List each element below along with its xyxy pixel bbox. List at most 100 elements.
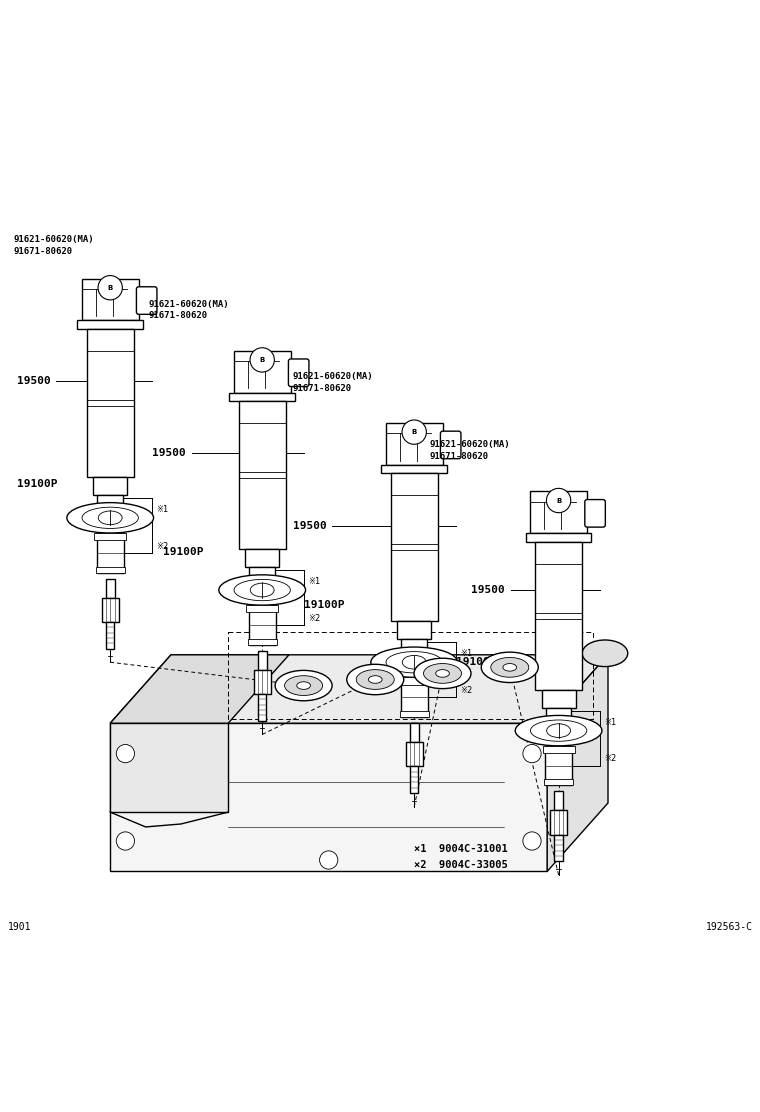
Ellipse shape bbox=[435, 669, 449, 677]
Bar bbox=[106, 578, 115, 597]
Bar bbox=[249, 567, 275, 579]
Circle shape bbox=[402, 420, 426, 445]
Bar bbox=[87, 329, 134, 477]
Polygon shape bbox=[110, 655, 289, 723]
Polygon shape bbox=[110, 723, 547, 872]
Ellipse shape bbox=[296, 682, 310, 689]
Text: 19100P: 19100P bbox=[456, 657, 496, 667]
Text: 19500: 19500 bbox=[17, 376, 50, 386]
Bar bbox=[544, 780, 573, 785]
Bar bbox=[545, 746, 572, 785]
Bar bbox=[230, 393, 295, 401]
Circle shape bbox=[523, 832, 541, 850]
Ellipse shape bbox=[67, 503, 154, 533]
Ellipse shape bbox=[414, 658, 471, 688]
Text: ※1: ※1 bbox=[156, 505, 168, 514]
Ellipse shape bbox=[356, 669, 394, 689]
Text: 19100P: 19100P bbox=[163, 547, 204, 557]
Ellipse shape bbox=[219, 575, 306, 605]
Bar bbox=[249, 605, 276, 645]
Bar bbox=[391, 474, 438, 622]
Text: B: B bbox=[412, 429, 416, 435]
Text: ※1: ※1 bbox=[460, 649, 472, 658]
Circle shape bbox=[319, 851, 337, 870]
Bar bbox=[546, 707, 572, 719]
Polygon shape bbox=[110, 723, 228, 812]
FancyBboxPatch shape bbox=[441, 431, 461, 459]
Ellipse shape bbox=[515, 715, 602, 746]
Text: ※1: ※1 bbox=[604, 718, 616, 727]
Bar bbox=[78, 320, 143, 329]
Text: 91621-60620(MA)
91671-80620: 91621-60620(MA) 91671-80620 bbox=[293, 371, 373, 393]
Ellipse shape bbox=[402, 655, 426, 669]
Text: ※2: ※2 bbox=[604, 754, 616, 763]
Text: ※2: ※2 bbox=[460, 686, 472, 695]
Ellipse shape bbox=[284, 676, 322, 695]
Ellipse shape bbox=[234, 579, 290, 600]
Ellipse shape bbox=[369, 676, 382, 683]
Bar bbox=[543, 746, 575, 753]
FancyBboxPatch shape bbox=[289, 359, 309, 387]
Text: ×1  9004C-31001: ×1 9004C-31001 bbox=[414, 844, 508, 854]
Text: 19100P: 19100P bbox=[17, 479, 57, 489]
Text: 91621-60620(MA)
91671-80620: 91621-60620(MA) 91671-80620 bbox=[148, 299, 229, 320]
Circle shape bbox=[98, 276, 122, 300]
Bar bbox=[97, 495, 123, 507]
Text: B: B bbox=[108, 285, 112, 290]
Bar bbox=[248, 638, 277, 645]
Ellipse shape bbox=[546, 724, 571, 737]
Circle shape bbox=[546, 488, 571, 513]
Bar bbox=[96, 567, 125, 573]
Circle shape bbox=[523, 744, 541, 763]
FancyBboxPatch shape bbox=[137, 287, 157, 315]
Ellipse shape bbox=[347, 664, 404, 695]
Text: ※2: ※2 bbox=[156, 542, 168, 550]
Text: B: B bbox=[556, 497, 561, 504]
Polygon shape bbox=[547, 655, 608, 872]
Bar bbox=[258, 694, 267, 721]
Text: 192563-C: 192563-C bbox=[705, 922, 752, 932]
Text: 1901: 1901 bbox=[8, 922, 31, 932]
Bar bbox=[400, 711, 429, 717]
Bar bbox=[254, 669, 271, 694]
Bar bbox=[258, 651, 267, 669]
Text: 19500: 19500 bbox=[471, 585, 505, 595]
Ellipse shape bbox=[503, 664, 517, 672]
Bar bbox=[554, 835, 563, 862]
Bar bbox=[234, 350, 290, 393]
Bar bbox=[106, 622, 115, 648]
Bar bbox=[382, 465, 447, 474]
Bar bbox=[97, 533, 124, 573]
Polygon shape bbox=[110, 655, 608, 723]
Ellipse shape bbox=[582, 641, 628, 666]
Ellipse shape bbox=[481, 652, 538, 683]
Bar bbox=[550, 811, 567, 835]
Bar bbox=[239, 401, 286, 549]
Bar bbox=[398, 677, 430, 685]
Circle shape bbox=[250, 348, 274, 373]
Ellipse shape bbox=[250, 583, 274, 597]
Bar bbox=[554, 792, 563, 811]
Bar bbox=[410, 723, 419, 742]
Bar bbox=[102, 597, 119, 622]
Ellipse shape bbox=[386, 652, 442, 673]
Ellipse shape bbox=[491, 657, 529, 677]
Bar bbox=[406, 742, 423, 766]
Bar bbox=[386, 423, 442, 465]
FancyBboxPatch shape bbox=[584, 499, 605, 527]
Text: ※1: ※1 bbox=[308, 577, 320, 586]
Text: 19500: 19500 bbox=[152, 448, 185, 458]
Circle shape bbox=[116, 744, 135, 763]
Bar bbox=[401, 639, 427, 652]
Ellipse shape bbox=[82, 507, 138, 528]
Bar bbox=[94, 533, 126, 540]
Bar bbox=[93, 477, 127, 495]
Bar bbox=[535, 542, 582, 689]
Circle shape bbox=[116, 832, 135, 850]
Text: 19100P: 19100P bbox=[304, 600, 344, 610]
Ellipse shape bbox=[275, 671, 332, 701]
Ellipse shape bbox=[530, 719, 587, 742]
Text: 91621-60620(MA)
91671-80620: 91621-60620(MA) 91671-80620 bbox=[14, 235, 94, 256]
Text: 19500: 19500 bbox=[293, 520, 326, 530]
Bar bbox=[542, 689, 575, 707]
